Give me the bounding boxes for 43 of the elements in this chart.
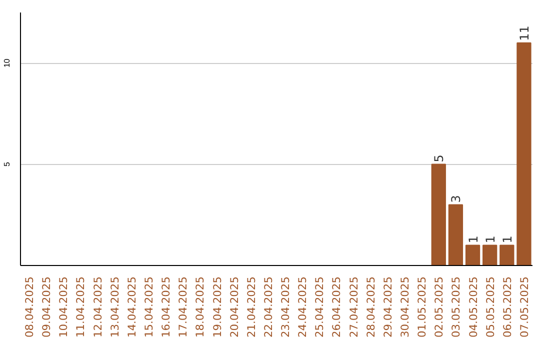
x-tick-label: 06.05.2025 [500, 276, 514, 338]
x-tick-label: 09.04.2025 [40, 276, 54, 338]
x-tick-label: 26.04.2025 [330, 276, 344, 338]
x-tick-label: 30.04.2025 [398, 276, 412, 338]
data-label: 1 [466, 236, 480, 244]
x-tick-label: 04.05.2025 [466, 276, 480, 338]
bar [431, 164, 446, 266]
x-tick-label: 15.04.2025 [142, 276, 156, 338]
x-tick-label: 08.04.2025 [23, 276, 36, 338]
data-label: 11 [517, 26, 532, 41]
x-tick-label: 23.04.2025 [279, 276, 292, 338]
y-tick-label: 10 [2, 58, 12, 68]
x-tick-label: 28.04.2025 [364, 276, 378, 338]
data-label: 1 [483, 236, 498, 244]
data-label: 1 [500, 236, 514, 244]
bar [482, 244, 498, 266]
x-tick-label: 10.04.2025 [57, 276, 70, 338]
x-tick-label: 21.04.2025 [244, 276, 258, 338]
x-tick-label: 03.05.2025 [450, 276, 463, 338]
bar [448, 204, 464, 266]
bar [465, 244, 480, 266]
x-tick-label: 24.04.2025 [296, 276, 310, 338]
x-tick-label: 07.05.2025 [518, 276, 531, 338]
x-tick-label: 02.05.2025 [432, 276, 446, 338]
x-tick-label: 25.04.2025 [313, 276, 326, 338]
x-tick-label: 05.05.2025 [484, 276, 497, 338]
x-tick-label: 16.04.2025 [160, 276, 173, 338]
x-tick-label: 11.04.2025 [74, 276, 88, 338]
bar [500, 244, 514, 266]
x-tick-label: 14.04.2025 [125, 276, 138, 338]
x-tick-label: 22.04.2025 [262, 276, 275, 338]
x-tick-label: 27.04.2025 [347, 276, 360, 338]
x-tick-label: 20.04.2025 [228, 276, 241, 338]
x-tick-label: 12.04.2025 [91, 276, 104, 338]
bar [516, 42, 532, 266]
data-label: 3 [449, 195, 464, 203]
x-tick-label: 19.04.2025 [210, 276, 224, 338]
data-label: 5 [432, 154, 446, 162]
x-tick-label: 01.05.2025 [416, 276, 429, 338]
x-tick-label: 17.04.2025 [176, 276, 190, 338]
x-tick-label: 18.04.2025 [194, 276, 207, 338]
x-tick-label: 29.04.2025 [381, 276, 394, 338]
x-tick-label: 13.04.2025 [108, 276, 122, 338]
